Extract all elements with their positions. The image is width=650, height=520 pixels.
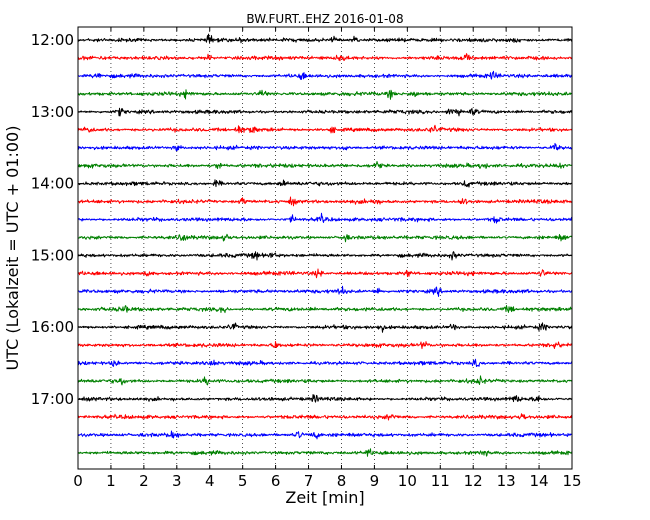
x-tick-label: 13 <box>497 472 516 490</box>
trace-1615 <box>77 341 573 350</box>
y-tick-label: 17:00 <box>31 390 74 408</box>
trace-1245 <box>77 89 573 100</box>
y-tick-label: 12:00 <box>31 31 74 49</box>
x-tick-label: 6 <box>271 472 281 490</box>
trace-1630 <box>77 358 573 367</box>
x-tick-label: 10 <box>398 472 417 490</box>
trace-1645 <box>77 375 573 386</box>
y-tick-label: 14:00 <box>31 175 74 193</box>
x-tick-label: 9 <box>370 472 380 490</box>
trace-1545 <box>77 305 573 314</box>
trace-1215 <box>77 53 573 62</box>
trace-1345 <box>77 161 573 170</box>
trace-layer <box>77 33 573 457</box>
trace-1430 <box>77 212 573 224</box>
trace-1230 <box>77 70 573 80</box>
x-tick-label: 15 <box>562 472 581 490</box>
trace-1715 <box>77 413 573 421</box>
x-tick-label: 0 <box>73 472 83 490</box>
y-tick-label: 13:00 <box>31 103 74 121</box>
x-tick-label: 1 <box>106 472 116 490</box>
x-tick-label: 8 <box>337 472 347 490</box>
trace-1500 <box>77 251 573 261</box>
y-tick-label: 15:00 <box>31 246 74 264</box>
trace-1700 <box>77 394 573 403</box>
tick-layer: 0 1 2 3 4 5 6 7 8 9 10 11 12 13 14 1512:0013:0014:0015:… <box>31 27 582 490</box>
x-tick-label: 3 <box>172 472 182 490</box>
trace-1600 <box>77 322 573 333</box>
chart-title: BW.FURT..EHZ 2016-01-08 <box>246 12 403 26</box>
trace-1315 <box>77 124 573 134</box>
trace-1445 <box>77 233 573 243</box>
x-axis-label: Zeit [min] <box>285 488 364 507</box>
y-axis-label: UTC (Lokalzeit = UTC + 01:00) <box>3 126 22 371</box>
trace-1200 <box>77 33 573 44</box>
trace-1400 <box>78 179 573 188</box>
trace-1730 <box>77 430 572 440</box>
trace-1330 <box>77 142 573 152</box>
trace-1515 <box>77 268 573 279</box>
grid-layer <box>110 27 540 469</box>
trace-1300 <box>77 107 573 117</box>
x-tick-label: 12 <box>464 472 483 490</box>
trace-1415 <box>77 196 573 207</box>
x-tick-label: 2 <box>139 472 149 490</box>
trace-1530 <box>77 285 573 297</box>
x-tick-label: 11 <box>431 472 450 490</box>
x-tick-label: 4 <box>205 472 215 490</box>
x-tick-label: 14 <box>530 472 549 490</box>
plot-frame <box>77 26 573 470</box>
x-tick-label: 5 <box>238 472 248 490</box>
x-tick-label: 7 <box>304 472 314 490</box>
trace-1745 <box>77 448 573 457</box>
y-tick-label: 16:00 <box>31 318 74 336</box>
